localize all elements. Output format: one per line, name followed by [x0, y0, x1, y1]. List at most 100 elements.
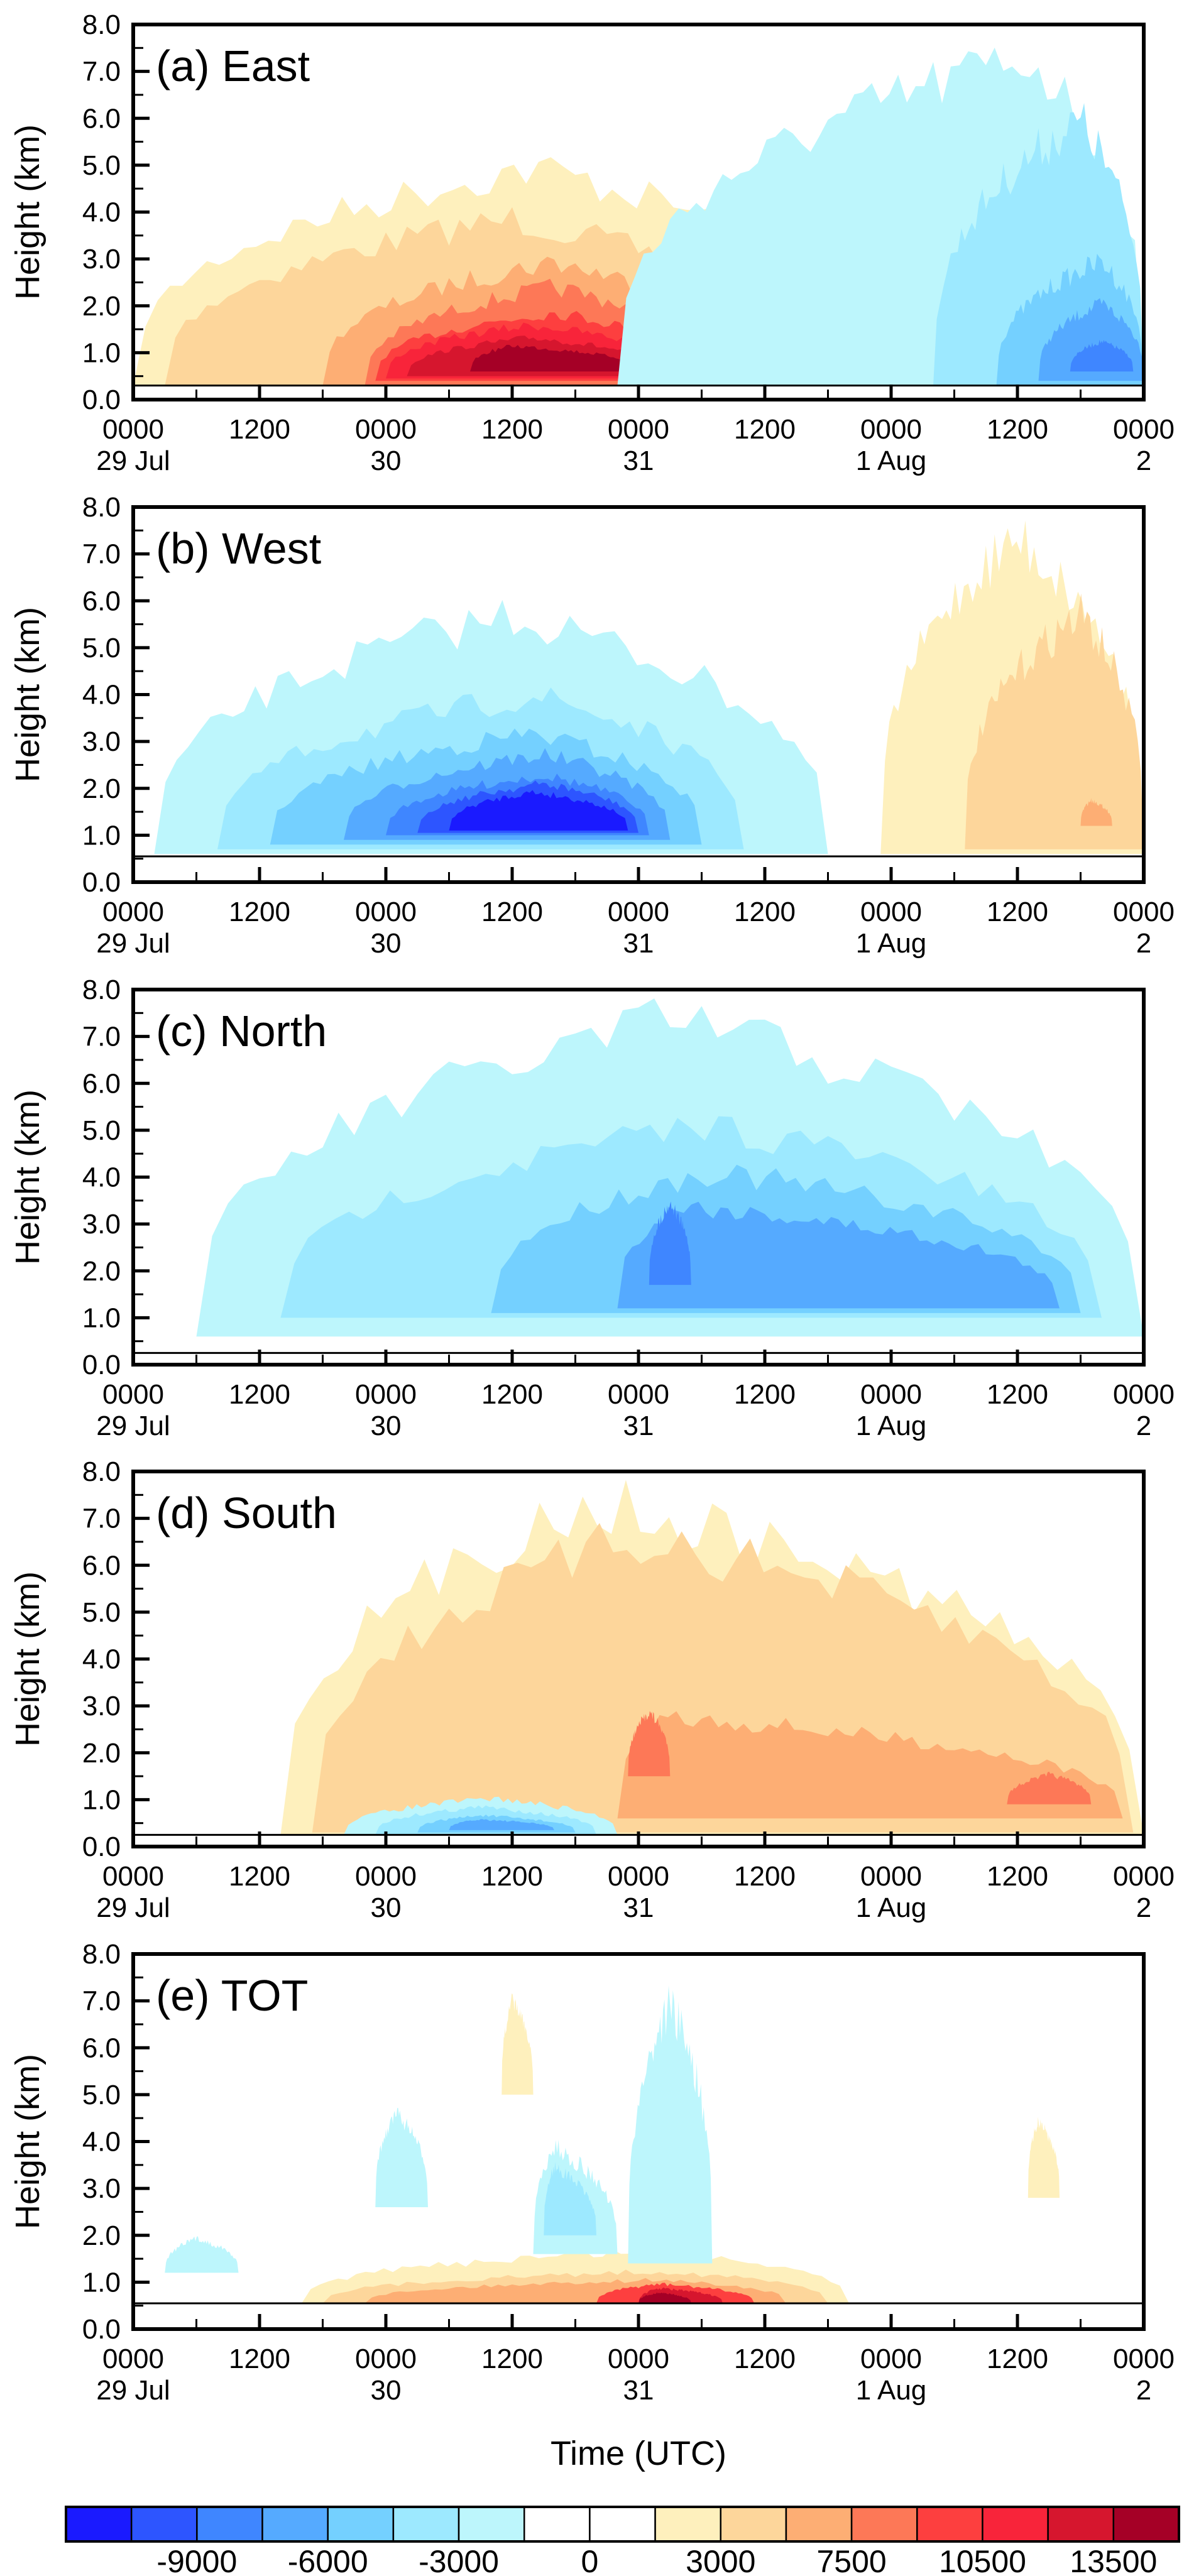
panel-a: 0.0 1.0 2.0 3.0 4.0 5.0 6.0 7.0 8.0 Height (km) 00… — [9, 9, 1175, 476]
y-axis-title: Height (km) — [9, 607, 47, 782]
x-tick-time-label: 0000 — [860, 1861, 922, 1892]
panel-b: 0.0 1.0 2.0 3.0 4.0 5.0 6.0 7.0 8.0 Height (km) 00… — [9, 492, 1175, 959]
x-tick-time-label: 1200 — [481, 2344, 543, 2374]
x-tick-time-label: 1200 — [229, 414, 290, 445]
x-tick-time-label: 0000 — [608, 2344, 669, 2374]
colorbar: -9000 -6000 -3000 0 3000 7500 10500 13500 — [65, 2506, 1180, 2576]
x-tick-date-label: 31 — [623, 1411, 654, 1441]
y-tick-label: 5.0 — [82, 2080, 121, 2110]
x-tick-time-label: 0000 — [608, 1861, 669, 1892]
x-tick-time-label: 0000 — [102, 897, 164, 927]
y-tick-label: 1.0 — [82, 2267, 121, 2298]
y-tick-label: 6.0 — [82, 103, 121, 134]
contour-fill-level-12 — [628, 1711, 671, 1777]
colorbar-box — [589, 2506, 656, 2543]
y-tick-label: 8.0 — [82, 1456, 121, 1487]
y-tick-label: 0.0 — [82, 2314, 121, 2345]
y-tick-label: 7.0 — [82, 57, 121, 87]
x-tick-date-label: 30 — [371, 2375, 402, 2406]
x-tick-time-label: 0000 — [355, 414, 417, 445]
x-tick-date-label: 30 — [371, 445, 402, 476]
contour-field — [133, 47, 1144, 386]
x-tick-time-label: 1200 — [987, 2344, 1048, 2374]
x-tick-time-label: 0000 — [1113, 897, 1175, 927]
contour-fill-level-2 — [649, 1201, 691, 1285]
x-tick-time-label: 1200 — [987, 897, 1048, 927]
colorbar-box — [392, 2506, 460, 2543]
y-tick-label: 0.0 — [82, 1350, 121, 1380]
y-tick-label: 1.0 — [82, 337, 121, 368]
y-tick-label: 6.0 — [82, 586, 121, 616]
colorbar-box — [458, 2506, 525, 2543]
x-tick-time-label: 0000 — [355, 897, 417, 927]
contour-fill-level-6 — [375, 2107, 428, 2207]
x-tick-time-label: 0000 — [860, 414, 922, 445]
x-tick-time-label: 0000 — [860, 1379, 922, 1410]
x-tick-date-label: 31 — [623, 445, 654, 476]
x-tick-time-label: 1200 — [987, 1861, 1048, 1892]
x-tick-time-label: 1200 — [229, 1379, 290, 1410]
x-tick-time-label: 0000 — [1113, 414, 1175, 445]
colorbar-label: 10500 — [939, 2544, 1026, 2576]
x-tick-time-label: 1200 — [229, 2344, 290, 2374]
colorbar-box — [1047, 2506, 1115, 2543]
y-tick-label: 0.0 — [82, 867, 121, 898]
colorbar-box — [523, 2506, 591, 2543]
panel-e: 0.0 1.0 2.0 3.0 4.0 5.0 6.0 7.0 8.0 Height (km) 00… — [9, 1939, 1175, 2406]
x-tick-time-label: 0000 — [1113, 2344, 1175, 2374]
colorbar-box — [785, 2506, 853, 2543]
x-tick-time-label: 1200 — [987, 414, 1048, 445]
contour-fill-level-5 — [544, 2162, 596, 2235]
y-tick-label: 3.0 — [82, 1209, 121, 1240]
contour-fill-level-10 — [965, 593, 1144, 849]
y-tick-label: 3.0 — [82, 2173, 121, 2204]
x-tick-time-label: 0000 — [1113, 1861, 1175, 1892]
x-tick-time-label: 0000 — [860, 897, 922, 927]
x-tick-time-label: 0000 — [355, 1379, 417, 1410]
contour-field — [196, 998, 1144, 1337]
y-tick-label: 1.0 — [82, 1302, 121, 1333]
x-tick-time-label: 0000 — [1113, 1379, 1175, 1410]
y-tick-label: 8.0 — [82, 974, 121, 1005]
y-tick-label: 4.0 — [82, 680, 121, 711]
x-tick-time-label: 0000 — [102, 2344, 164, 2374]
x-tick-date-label: 2 — [1136, 1892, 1151, 1923]
x-tick-date-label: 29 Jul — [96, 928, 170, 959]
colorbar-label: -6000 — [288, 2544, 368, 2576]
panel-title: (e) TOT — [156, 1971, 308, 2020]
colorbar-box — [261, 2506, 329, 2543]
contour-fill-level-6 — [628, 1985, 713, 2264]
colorbar-box — [982, 2506, 1049, 2543]
y-axis-title: Height (km) — [9, 2054, 47, 2229]
x-tick-date-label: 2 — [1136, 1411, 1151, 1441]
x-tick-date-label: 31 — [623, 2375, 654, 2406]
y-tick-label: 8.0 — [82, 1939, 121, 1970]
colorbar-label: -9000 — [156, 2544, 237, 2576]
x-tick-time-label: 0000 — [102, 1861, 164, 1892]
y-tick-label: 2.0 — [82, 1256, 121, 1287]
contour-field — [280, 1480, 1144, 1835]
x-tick-time-label: 0000 — [102, 414, 164, 445]
contour-fill-level-0 — [449, 790, 628, 831]
y-tick-label: 5.0 — [82, 633, 121, 663]
contour-fill-level-16 — [470, 344, 638, 372]
y-tick-label: 4.0 — [82, 197, 121, 228]
colorbar-box — [130, 2506, 198, 2543]
colorbar-box — [65, 2506, 133, 2543]
panel-d: 0.0 1.0 2.0 3.0 4.0 5.0 6.0 7.0 8.0 Height (km) 00… — [9, 1456, 1175, 1923]
x-tick-date-label: 30 — [371, 928, 402, 959]
x-tick-time-label: 0000 — [608, 414, 669, 445]
panel-title: (d) South — [156, 1488, 337, 1537]
x-tick-date-label: 29 Jul — [96, 1411, 170, 1441]
colorbar-box — [654, 2506, 722, 2543]
x-tick-time-label: 1200 — [987, 1379, 1048, 1410]
x-tick-time-label: 1200 — [734, 1379, 796, 1410]
y-tick-label: 7.0 — [82, 1022, 121, 1052]
x-tick-date-label: 31 — [623, 928, 654, 959]
y-tick-label: 6.0 — [82, 1550, 121, 1581]
y-tick-label: 4.0 — [82, 1644, 121, 1675]
contour-fill-level-6 — [165, 2236, 239, 2273]
colorbar-box — [196, 2506, 263, 2543]
colorbar-label: 7500 — [817, 2544, 887, 2576]
